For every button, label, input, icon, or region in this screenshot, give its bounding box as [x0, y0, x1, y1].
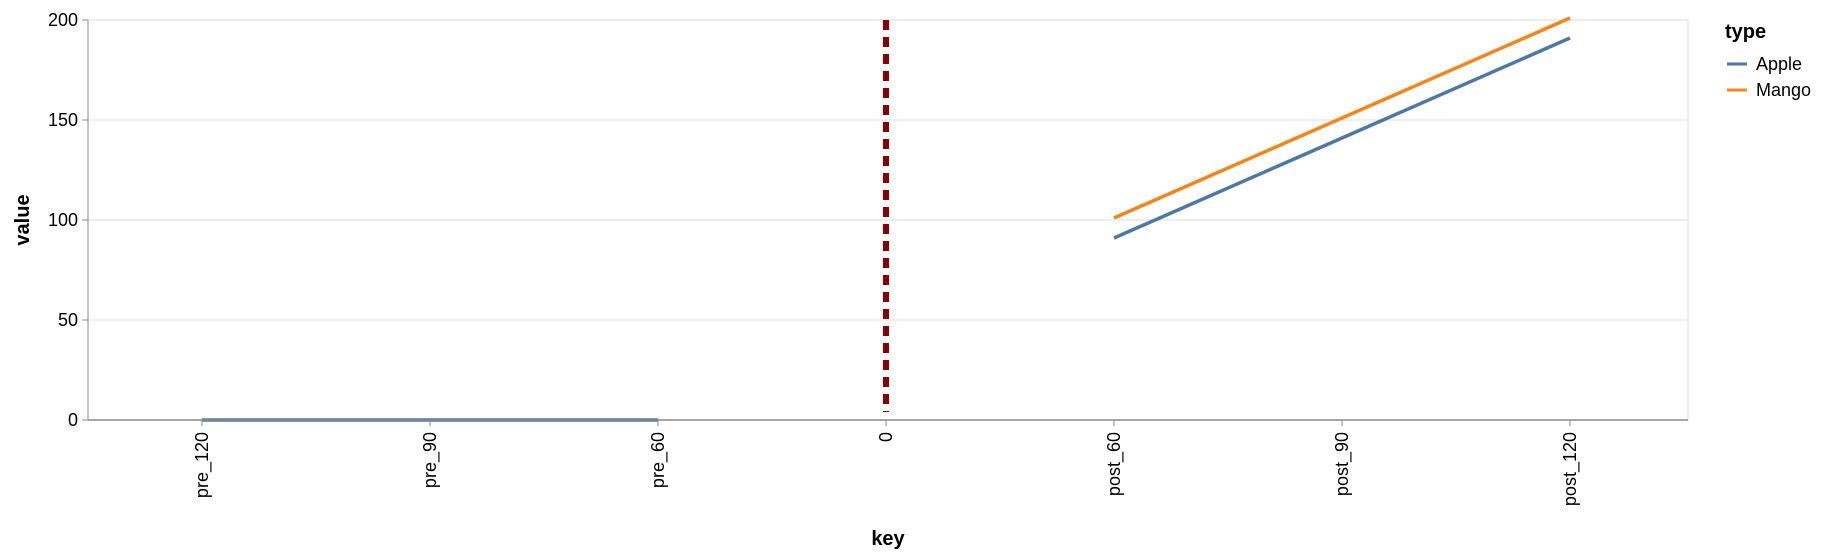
- y-tick-label: 0: [68, 410, 78, 430]
- series-line-mango: [1113, 16, 1571, 220]
- y-tick-label: 100: [48, 210, 78, 230]
- x-tick-label: post_60: [1104, 432, 1125, 496]
- y-axis-title: value: [12, 194, 34, 245]
- y-tick-label: 200: [48, 10, 78, 30]
- legend: type Apple Mango: [1725, 21, 1811, 100]
- x-tick-label: post_90: [1332, 432, 1353, 496]
- x-axis: pre_120 pre_90 pre_60 0 post_60 post_90 post_1…: [88, 419, 1688, 506]
- x-tick-label: 0: [876, 432, 896, 442]
- legend-label-apple: Apple: [1756, 54, 1802, 74]
- legend-label-mango: Mango: [1756, 80, 1811, 100]
- x-tick-label: pre_60: [648, 432, 669, 488]
- y-tick-label: 50: [58, 310, 78, 330]
- x-tick-label: pre_120: [192, 432, 213, 498]
- series-line-apple: [1113, 36, 1571, 240]
- legend-title: type: [1725, 21, 1766, 43]
- x-tick-label: post_120: [1560, 432, 1581, 506]
- y-axis: 0 50 100 150 200: [48, 10, 89, 430]
- y-tick-label: 150: [48, 110, 78, 130]
- x-tick-label: pre_90: [420, 432, 441, 488]
- x-axis-title: key: [871, 528, 905, 550]
